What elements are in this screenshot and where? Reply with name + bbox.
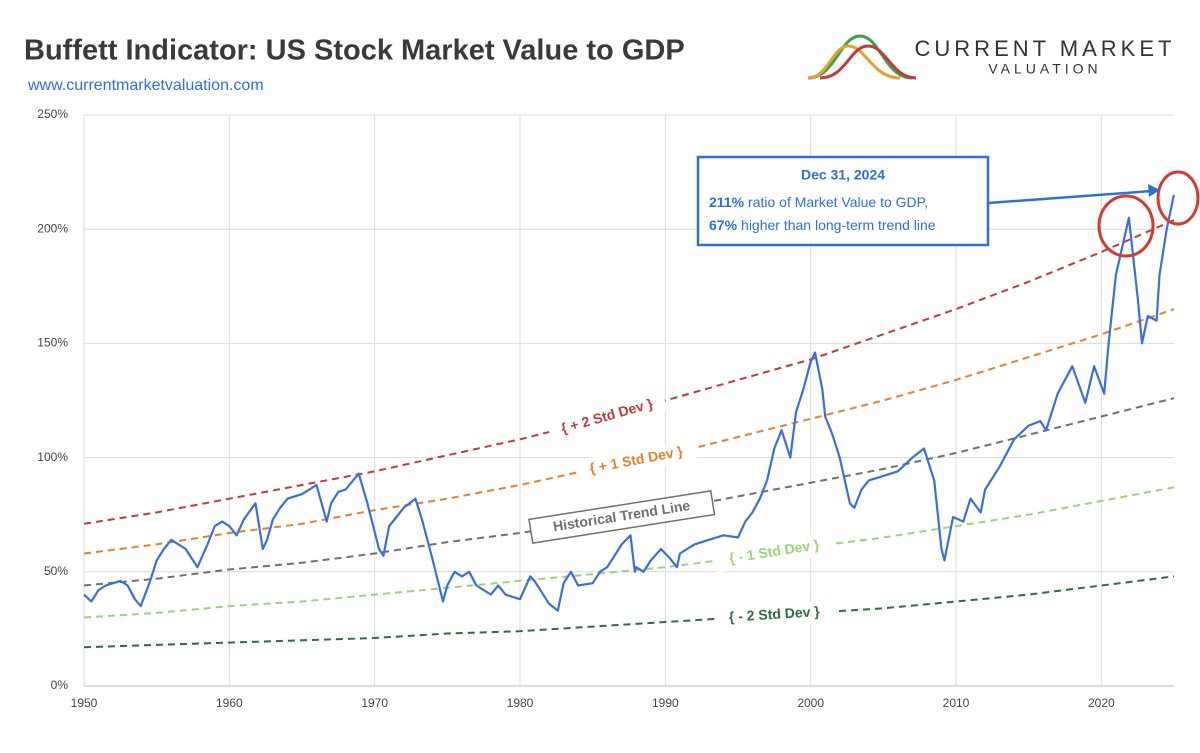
- x-tick-label: 2010: [943, 696, 970, 710]
- trend-line: [83, 397, 1175, 587]
- label-bg: [546, 390, 668, 444]
- y-tick-label: 250%: [37, 107, 68, 121]
- annotation-box: [696, 155, 990, 247]
- label-bg: [713, 600, 835, 630]
- y-tick-label: 150%: [37, 336, 68, 350]
- series-label-text: { - 2 Std Dev }: [728, 603, 820, 625]
- annotation-bold: 67%: [709, 217, 738, 233]
- x-tick-label: 2000: [797, 696, 824, 710]
- data-line: [83, 194, 1175, 612]
- x-tick-label: 1960: [216, 696, 243, 710]
- highlight-circle: [1097, 194, 1155, 258]
- chart-subtitle: www.currentmarketvaluation.com: [27, 77, 264, 94]
- chart-title: Buffett Indicator: US Stock Market Value…: [24, 35, 685, 67]
- y-tick-label: 100%: [37, 450, 68, 464]
- x-tick-label: 1980: [507, 696, 534, 710]
- trend-line: [83, 575, 1175, 649]
- label-bg: [575, 438, 698, 483]
- trend-line: [83, 486, 1175, 619]
- annotation-bold: 211%: [709, 194, 745, 210]
- label-bg: [713, 532, 836, 573]
- y-tick-label: 200%: [37, 221, 68, 235]
- x-tick-label: 1970: [361, 696, 388, 710]
- logo-icon: [807, 34, 917, 80]
- x-tick-label: 1950: [71, 696, 98, 710]
- series-label: { - 2 Std Dev }: [713, 600, 835, 630]
- annotation-line: ratio of Market Value to GDP,: [748, 194, 928, 210]
- y-tick-label: 50%: [44, 564, 68, 578]
- y-tick-label: 0%: [51, 678, 69, 692]
- annotation-date: Dec 31, 2024: [801, 167, 885, 183]
- annotation-line: higher than long-term trend line: [741, 217, 936, 233]
- logo-text: CURRENT MARKET: [915, 36, 1176, 61]
- logo-text: VALUATION: [988, 61, 1101, 77]
- x-tick-label: 2020: [1088, 696, 1115, 710]
- annotation-text: 211% ratio of Market Value to GDP,: [709, 194, 928, 210]
- annotation-arrowhead: [1148, 184, 1160, 197]
- annotation-arrow: [987, 189, 1153, 205]
- annotation-text: 67% higher than long-term trend line: [709, 217, 936, 233]
- highlight-circle: [1156, 170, 1200, 226]
- label-box: [528, 489, 716, 544]
- x-tick-label: 1990: [652, 696, 679, 710]
